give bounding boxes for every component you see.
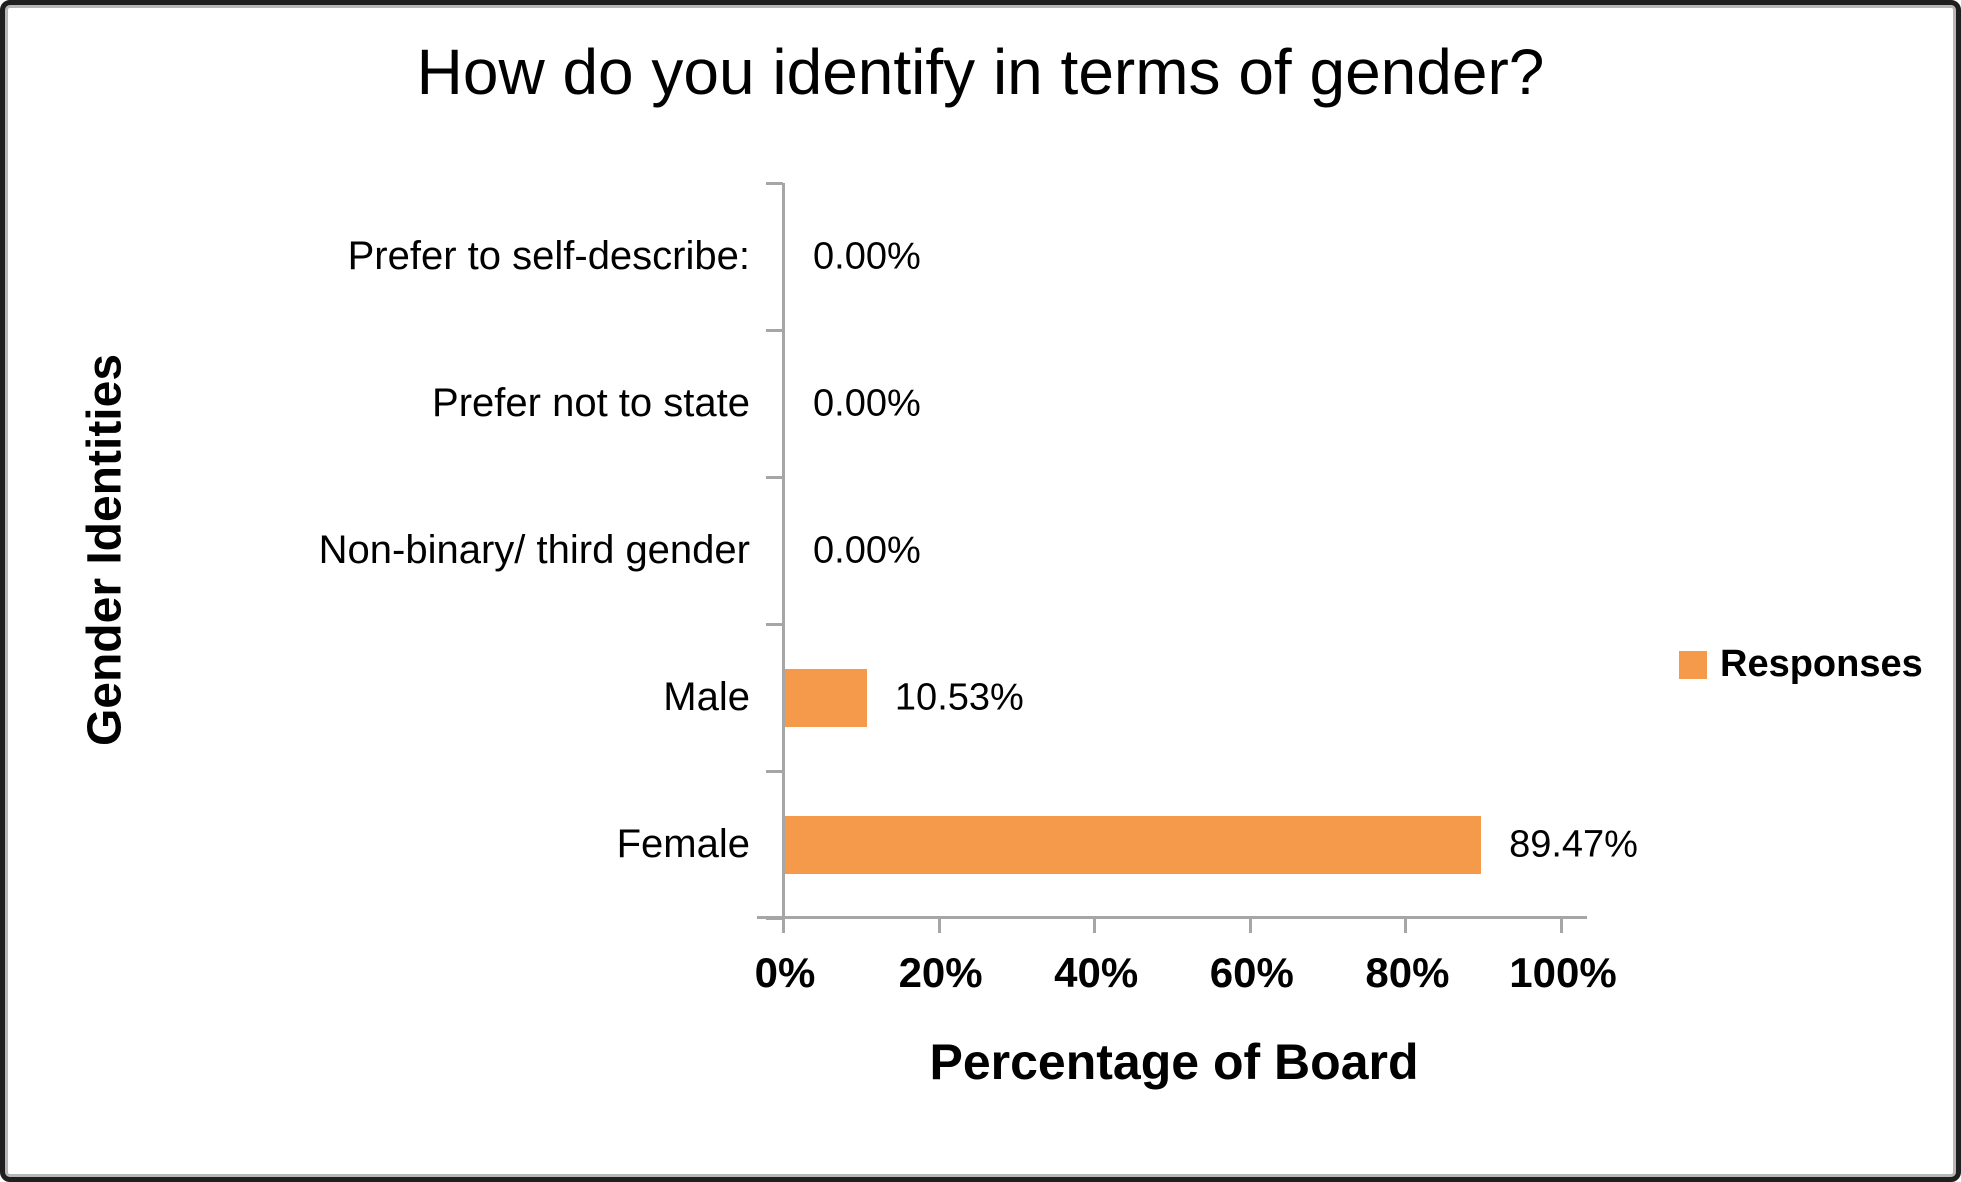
- bar-row: 10.53%: [785, 624, 1563, 771]
- bar-row: 0.00%: [785, 477, 1563, 624]
- x-tick-label: 100%: [1509, 949, 1617, 996]
- bar-row: 0.00%: [785, 183, 1563, 330]
- category-label: Prefer to self-describe:: [347, 234, 750, 278]
- x-axis-tick: [1560, 916, 1563, 933]
- bar-row: 89.47%: [785, 771, 1638, 918]
- y-axis-tick: [766, 917, 783, 920]
- x-tick-label: 60%: [1209, 949, 1294, 996]
- x-tick-labels: 0% 20% 40% 60% 80% 100%: [755, 949, 1617, 1005]
- category-label: Male: [663, 675, 750, 719]
- y-axis-tick: [766, 476, 783, 479]
- x-axis-tick: [937, 916, 941, 933]
- category-label: Female: [616, 822, 750, 866]
- value-label: 0.00%: [813, 235, 921, 277]
- bar: [785, 815, 1482, 874]
- x-axis-tick: [1248, 916, 1252, 933]
- value-label: 10.53%: [894, 676, 1024, 718]
- x-axis-tick: [782, 916, 785, 933]
- legend-label: Responses: [1720, 643, 1923, 685]
- category-label: Prefer not to state: [432, 381, 750, 425]
- legend: Responses: [1679, 643, 1923, 686]
- x-tick-label: 20%: [898, 949, 983, 996]
- y-axis-tick: [766, 770, 783, 773]
- x-tick-label: 0%: [754, 949, 816, 996]
- x-axis-tick: [1404, 916, 1408, 933]
- plot-area: 0.00% 0.00% 0.00% 10.53% 89.47%: [785, 183, 1638, 918]
- legend-swatch-icon: [1679, 650, 1707, 679]
- x-axis-line: [757, 916, 1587, 919]
- x-axis-tick: [1093, 916, 1097, 933]
- x-tick-label: 80%: [1365, 949, 1450, 996]
- bar: [785, 668, 867, 727]
- value-label: 89.47%: [1509, 823, 1638, 865]
- x-axis-title: Percentage of Board: [929, 1034, 1419, 1090]
- y-axis-tick: [766, 182, 783, 185]
- bar-row: 0.00%: [785, 330, 1563, 477]
- y-axis-line: [782, 183, 785, 919]
- y-axis-tick: [766, 329, 783, 332]
- value-label: 0.00%: [813, 382, 921, 424]
- category-label: Non-binary/ third gender: [318, 528, 750, 572]
- chart-title: How do you identify in terms of gender?: [416, 36, 1545, 108]
- y-axis-tick: [766, 623, 783, 626]
- x-tick-label: 40%: [1054, 949, 1139, 996]
- category-axis: Prefer to self-describe: Prefer not to st…: [105, 183, 750, 918]
- value-label: 0.00%: [813, 529, 921, 571]
